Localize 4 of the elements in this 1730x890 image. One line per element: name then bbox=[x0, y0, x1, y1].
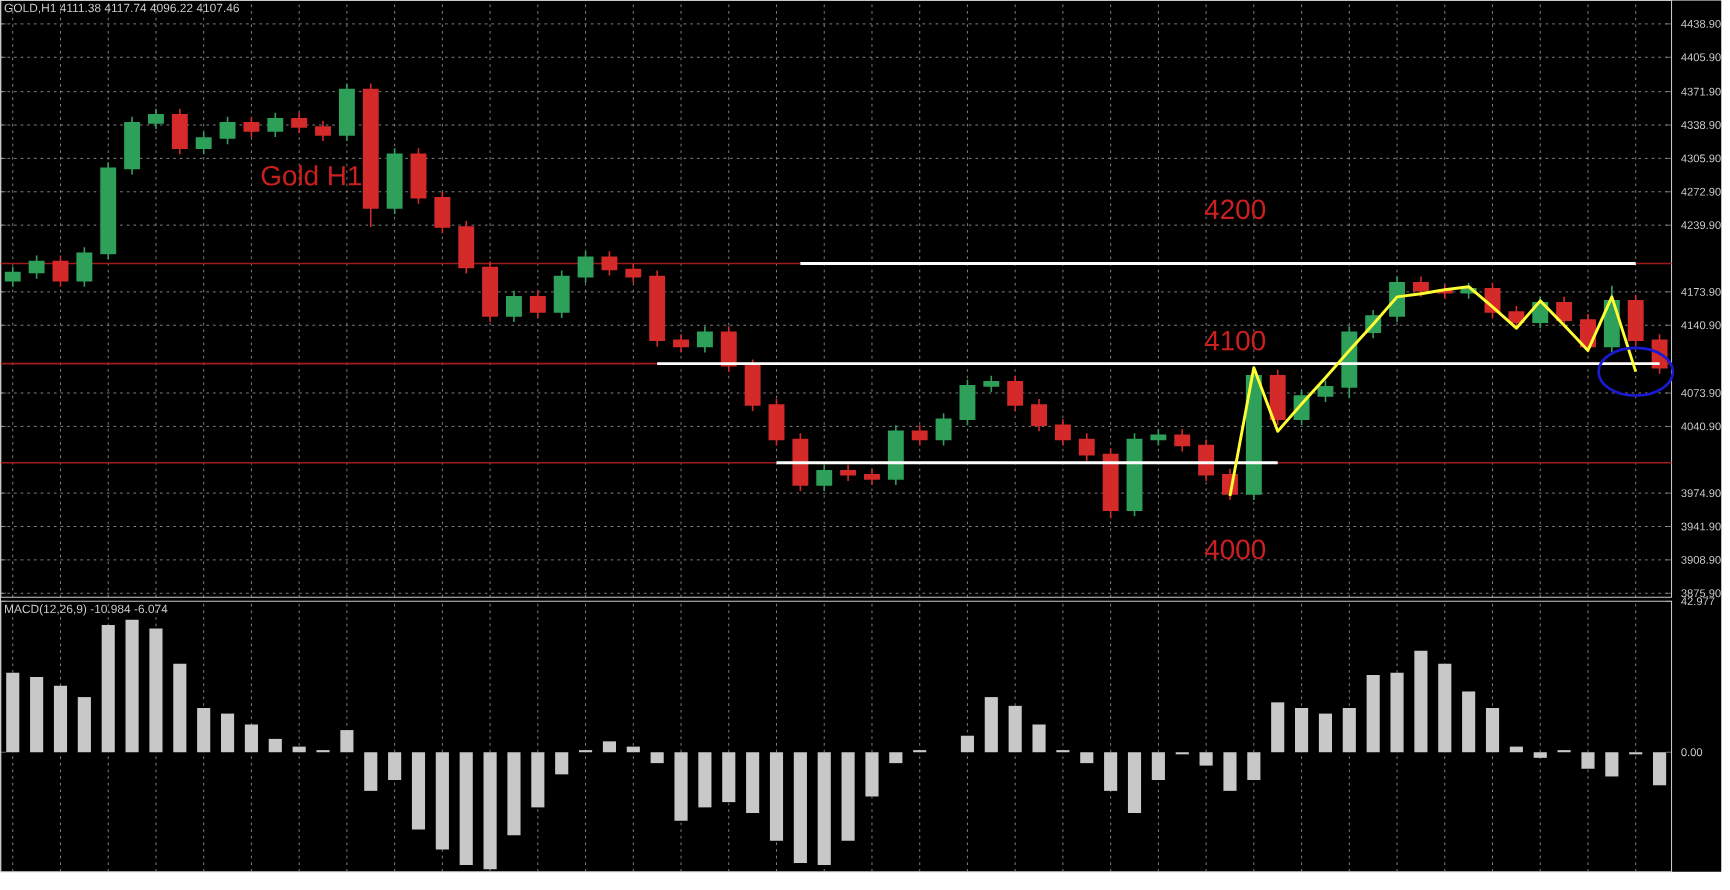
annotation: 4200 bbox=[1204, 199, 1266, 220]
annotation: Gold H1 bbox=[261, 165, 362, 186]
annotation: 4100 bbox=[1204, 330, 1266, 351]
annotation: 4000 bbox=[1204, 539, 1266, 560]
